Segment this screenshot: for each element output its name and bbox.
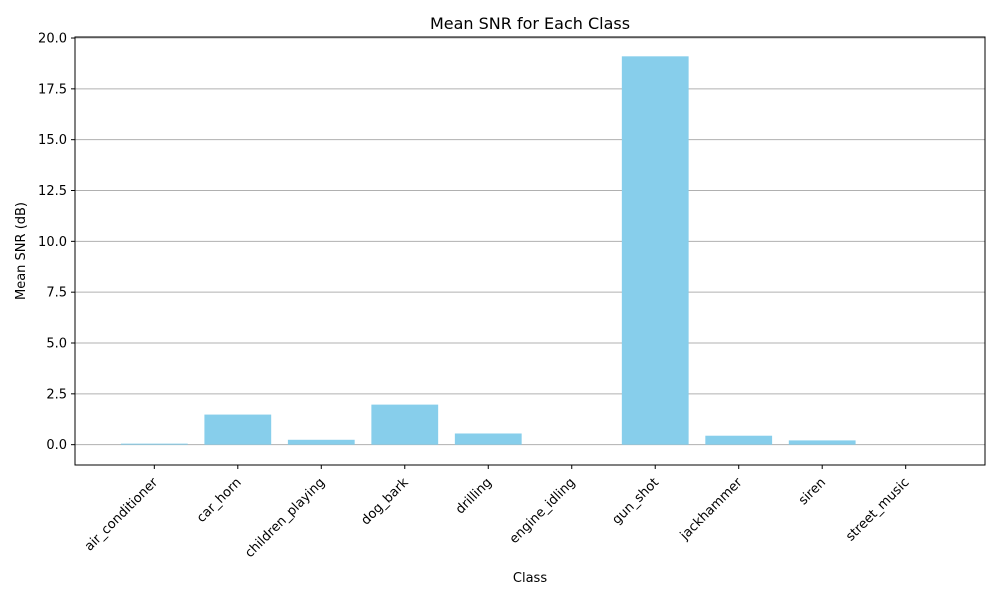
bar-siren xyxy=(788,440,856,445)
plot-frame xyxy=(74,36,986,466)
y-axis-ticks: 0.0 2.5 5.0 7.5 10.0 12.5 15.0 17.5 20.0 xyxy=(38,32,75,453)
y-tick-label: 5.0 xyxy=(46,337,67,352)
plot-area xyxy=(75,37,985,465)
y-tick-label: 15.0 xyxy=(38,133,67,148)
x-axis-label: Class xyxy=(513,571,547,586)
y-tick-label: 0.0 xyxy=(46,438,67,453)
bar-gun_shot xyxy=(621,56,689,445)
bar-air_conditioner xyxy=(120,443,188,445)
y-tick-label: 12.5 xyxy=(38,184,67,199)
y-tick-label: 20.0 xyxy=(38,32,67,47)
bar-dog_bark xyxy=(371,404,439,445)
y-tick-label: 17.5 xyxy=(38,82,67,97)
y-tick-label: 10.0 xyxy=(38,235,67,250)
bar-children_playing xyxy=(287,439,355,445)
y-axis-label: Mean SNR (dB) xyxy=(14,202,29,300)
bars xyxy=(120,56,856,445)
bar-jackhammer xyxy=(705,435,773,445)
chart-title: Mean SNR for Each Class xyxy=(430,14,630,33)
y-tick-label: 2.5 xyxy=(46,387,67,402)
y-tick-label: 7.5 xyxy=(46,286,67,301)
bar-drilling xyxy=(454,433,522,445)
bar-car_horn xyxy=(204,414,272,445)
